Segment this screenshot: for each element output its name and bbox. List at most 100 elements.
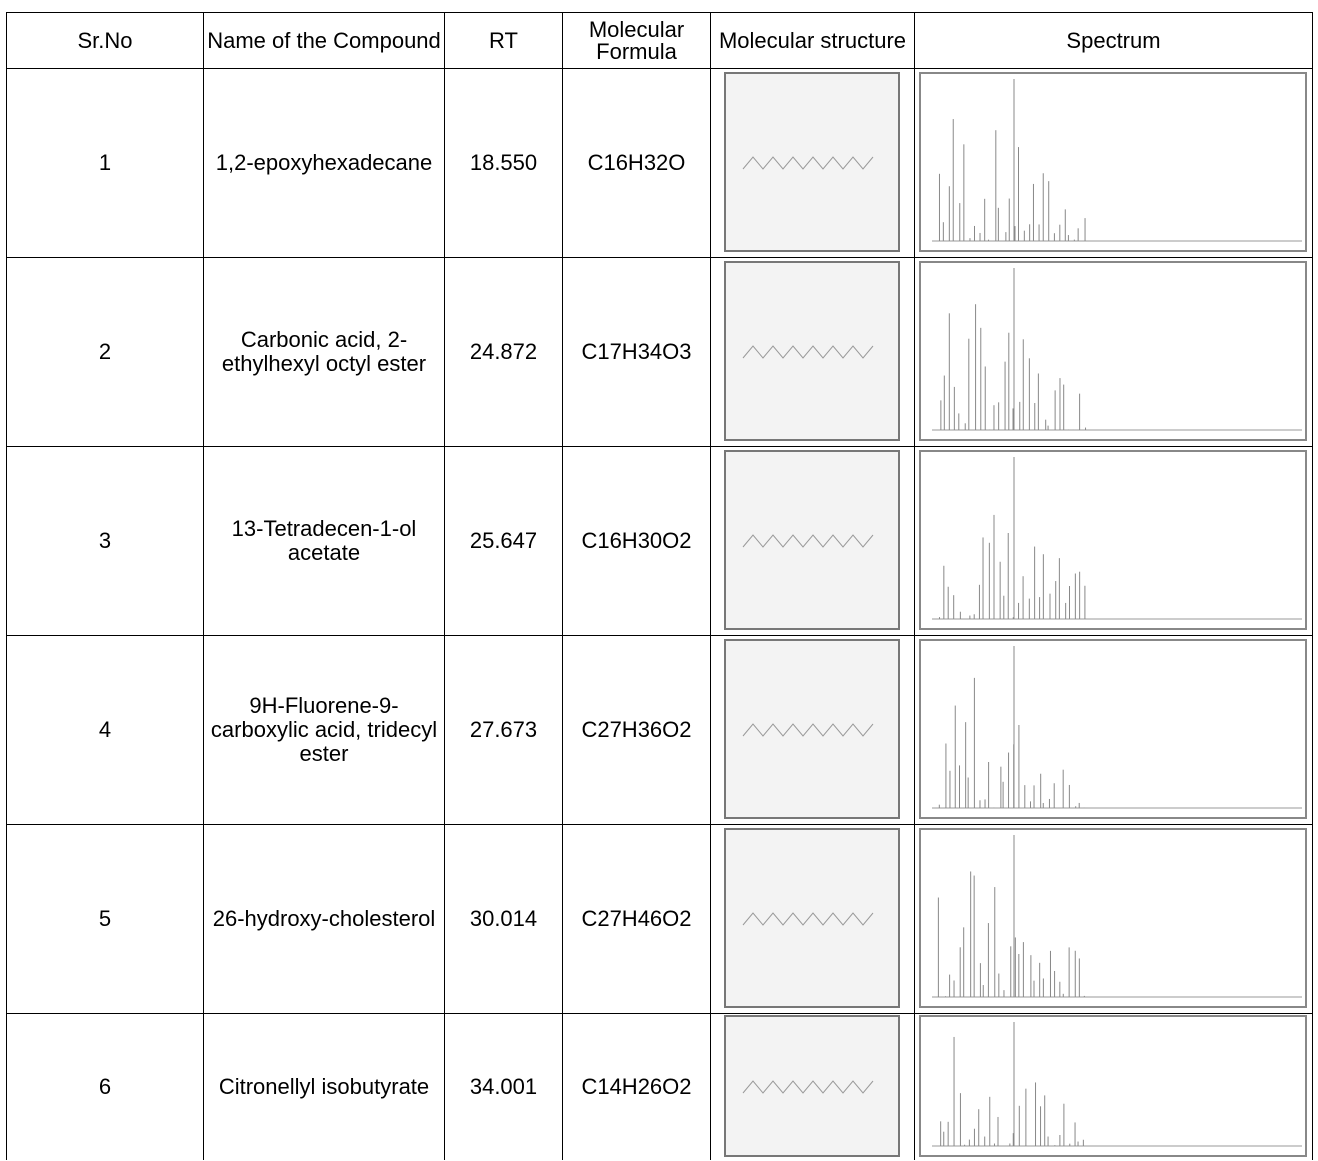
formula: C17H34O3 [563,340,710,364]
structure-cell [711,1014,915,1161]
spectrum-image [918,449,1310,633]
image-frame [920,640,1306,818]
compound-name-cell: Carbonic acid, 2-ethylhexyl octyl ester [204,258,445,447]
structure-cell [711,825,915,1014]
spectrum-cell [915,1014,1313,1161]
formula-cell: C16H32O [563,69,711,258]
rt-cell: 30.014 [445,825,563,1014]
rt: 27.673 [445,718,562,742]
sr-no: 4 [7,718,203,742]
structure-cell [711,636,915,825]
sr-no-cell: 2 [7,258,204,447]
compound-name: 13-Tetradecen-1-ol acetate [204,517,444,565]
sr-no-cell: 1 [7,69,204,258]
formula-cell: C27H36O2 [563,636,711,825]
sr-no-cell: 4 [7,636,204,825]
rt-cell: 24.872 [445,258,563,447]
rt: 24.872 [445,340,562,364]
compound-name: 9H-Fluorene-9-carboxylic acid, tridecyl … [204,694,444,766]
formula-cell: C17H34O3 [563,258,711,447]
structure-cell [711,69,915,258]
structure-image [723,638,903,822]
structure-cell [711,447,915,636]
image-frame [725,1016,899,1156]
image-frame [920,451,1306,629]
formula: C16H30O2 [563,529,710,553]
compound-name: 26-hydroxy-cholesterol [204,907,444,931]
formula: C14H26O2 [563,1075,710,1099]
image-frame [725,73,899,251]
formula: C27H36O2 [563,718,710,742]
spectrum-image [918,827,1310,1011]
compound-name-cell: 9H-Fluorene-9-carboxylic acid, tridecyl … [204,636,445,825]
image-frame [725,640,899,818]
rt-cell: 34.001 [445,1014,563,1161]
image-frame [725,829,899,1007]
compound-name-cell: 26-hydroxy-cholesterol [204,825,445,1014]
image-frame [725,262,899,440]
image-frame [920,829,1306,1007]
formula-cell: C27H46O2 [563,825,711,1014]
compound-name: Carbonic acid, 2-ethylhexyl octyl ester [204,328,444,376]
sr-no: 3 [7,529,203,553]
rt-cell: 27.673 [445,636,563,825]
structure-image [723,71,903,255]
sr-no-cell: 3 [7,447,204,636]
spectrum-image [918,71,1310,255]
rt-cell: 18.550 [445,69,563,258]
header-row: Sr.NoName of the CompoundRTMolecular For… [7,13,1313,69]
sr-no: 1 [7,151,203,175]
formula-cell: C16H30O2 [563,447,711,636]
structure-image [723,260,903,444]
sr-no: 6 [7,1075,203,1099]
image-frame [920,1016,1306,1156]
structure-image [723,1014,903,1160]
rt: 18.550 [445,151,562,175]
structure-image [723,449,903,633]
spectrum-image [918,260,1310,444]
spectrum-cell [915,258,1313,447]
compound-name-cell: 13-Tetradecen-1-ol acetate [204,447,445,636]
formula: C16H32O [563,151,710,175]
header-cell: Molecular structure [711,13,915,69]
formula: C27H46O2 [563,907,710,931]
sr-no: 2 [7,340,203,364]
compound-name-cell: Citronellyl isobutyrate [204,1014,445,1161]
image-frame [920,262,1306,440]
compound-name-cell: 1,2-epoxyhexadecane [204,69,445,258]
image-frame [920,73,1306,251]
rt: 34.001 [445,1075,562,1099]
image-frame [725,451,899,629]
rt: 25.647 [445,529,562,553]
page: Sr.NoName of the CompoundRTMolecular For… [0,0,1318,1161]
header-cell: Spectrum [915,13,1313,69]
sr-no-cell: 6 [7,1014,204,1161]
structure-cell [711,258,915,447]
compound-name: 1,2-epoxyhexadecane [204,151,444,175]
spectrum-cell [915,447,1313,636]
header-cell: Name of the Compound [204,13,445,69]
spectrum-cell [915,825,1313,1014]
spectrum-cell [915,69,1313,258]
header-cell: Molecular Formula [563,13,711,69]
compound-name: Citronellyl isobutyrate [204,1075,444,1099]
structure-image [723,827,903,1011]
spectrum-image [918,1014,1310,1160]
spectrum-cell [915,636,1313,825]
header-cell: RT [445,13,563,69]
sr-no-cell: 5 [7,825,204,1014]
sr-no: 5 [7,907,203,931]
formula-cell: C14H26O2 [563,1014,711,1161]
rt: 30.014 [445,907,562,931]
table-row: 313-Tetradecen-1-ol acetate25.647C16H30O… [7,447,1313,636]
header-cell: Sr.No [7,13,204,69]
rt-cell: 25.647 [445,447,563,636]
spectrum-image [918,638,1310,822]
